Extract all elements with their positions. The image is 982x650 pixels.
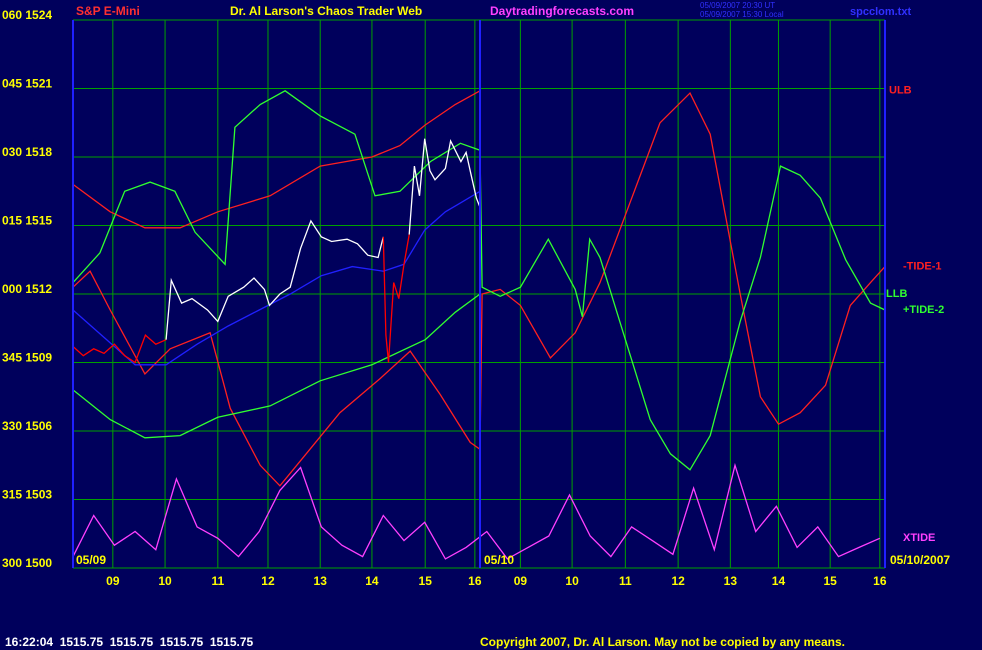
- x-tick-label: 11: [211, 574, 224, 588]
- y-tick-label: 315 1503: [2, 488, 52, 502]
- x-tick-label: 11: [619, 574, 632, 588]
- x-tick-label: 12: [671, 574, 685, 588]
- status: 16:22:04 1515.75 1515.75 1515.75 1515.75: [5, 635, 254, 649]
- series-label: XTIDE: [903, 532, 935, 544]
- y-tick-label: 030 1518: [2, 145, 52, 159]
- series-line: [72, 293, 481, 439]
- date-label: 05/10/2007: [890, 553, 950, 567]
- y-tick-label: 300 1500: [2, 556, 52, 570]
- series-label: ULB: [889, 85, 912, 97]
- timestamp: 05/09/2007 15:30 Local: [700, 10, 784, 19]
- x-tick-label: 09: [514, 574, 528, 588]
- y-tick-label: 330 1506: [2, 419, 52, 433]
- x-tick-label: 14: [772, 574, 786, 588]
- series-line: [72, 90, 481, 229]
- x-tick-label: 13: [314, 574, 328, 588]
- chart-title: Dr. Al Larson's Chaos Trader Web: [230, 4, 422, 18]
- series-line: [72, 190, 481, 366]
- symbol: S&P E-Mini: [76, 4, 140, 18]
- y-tick-label: 015 1515: [2, 214, 52, 228]
- y-tick-label: 000 1512: [2, 282, 52, 296]
- series-line: [165, 219, 384, 340]
- timestamp: 05/09/2007 20:30 UT: [700, 1, 775, 10]
- x-tick-label: 13: [724, 574, 738, 588]
- series-line: [72, 90, 886, 471]
- y-tick-label: 045 1521: [2, 77, 52, 91]
- x-tick-label: 09: [106, 574, 120, 588]
- website: Daytradingforecasts.com: [490, 4, 634, 18]
- file-name: spcclom.txt: [850, 6, 911, 18]
- series-label: -TIDE-1: [903, 261, 942, 273]
- x-tick-label: 14: [365, 574, 379, 588]
- series-line: [408, 138, 481, 235]
- x-tick-label: 15: [823, 574, 837, 588]
- x-tick-label: 16: [468, 574, 482, 588]
- copyright: Copyright 2007, Dr. Al Larson. May not b…: [480, 635, 845, 649]
- x-tick-label: 10: [158, 574, 172, 588]
- plot: [72, 90, 886, 560]
- series-line: [72, 462, 881, 560]
- x-tick-label: 16: [873, 574, 887, 588]
- x-tick-label: 12: [261, 574, 275, 588]
- series-label: +TIDE-2: [903, 304, 944, 316]
- series-line: [382, 234, 410, 363]
- y-tick-label: 060 1524: [2, 8, 52, 22]
- series-label: LLB: [886, 288, 907, 300]
- date-label: 05/09: [76, 553, 106, 567]
- x-tick-label: 15: [419, 574, 433, 588]
- grid: [73, 19, 885, 569]
- x-tick-label: 10: [565, 574, 579, 588]
- series-line: [72, 333, 167, 364]
- date-label: 05/10: [484, 553, 514, 567]
- y-tick-label: 345 1509: [2, 351, 52, 365]
